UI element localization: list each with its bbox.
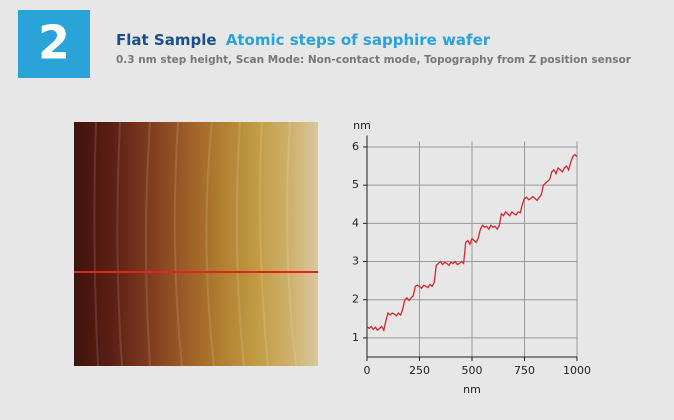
badge-number: 2 bbox=[38, 16, 70, 70]
y-axis-label: nm bbox=[353, 119, 371, 132]
subtitle: 0.3 nm step height, Scan Mode: Non-conta… bbox=[116, 54, 632, 66]
title-accent: Atomic steps of sapphire wafer bbox=[226, 31, 491, 49]
y-tick-label: 3 bbox=[352, 255, 359, 268]
x-tick-label: 500 bbox=[462, 364, 483, 377]
afm-steps bbox=[93, 121, 297, 367]
title-bold: Flat Sample bbox=[116, 31, 217, 49]
data-line bbox=[366, 153, 578, 333]
title: Flat Sample Atomic steps of sapphire waf… bbox=[116, 31, 491, 49]
afm-image bbox=[74, 122, 318, 366]
y-tick-label: 2 bbox=[352, 293, 359, 306]
y-tick-label: 6 bbox=[352, 140, 359, 153]
x-tick-label: 0 bbox=[364, 364, 371, 377]
x-axis-label: nm bbox=[463, 383, 481, 396]
x-tick-label: 1000 bbox=[563, 364, 591, 377]
badge bbox=[18, 10, 90, 78]
y-tick-label: 5 bbox=[352, 178, 359, 191]
x-tick-label: 250 bbox=[409, 364, 430, 377]
y-tick-label: 1 bbox=[352, 331, 359, 344]
x-tick-label: 750 bbox=[514, 364, 535, 377]
y-tick-label: 4 bbox=[352, 216, 359, 229]
